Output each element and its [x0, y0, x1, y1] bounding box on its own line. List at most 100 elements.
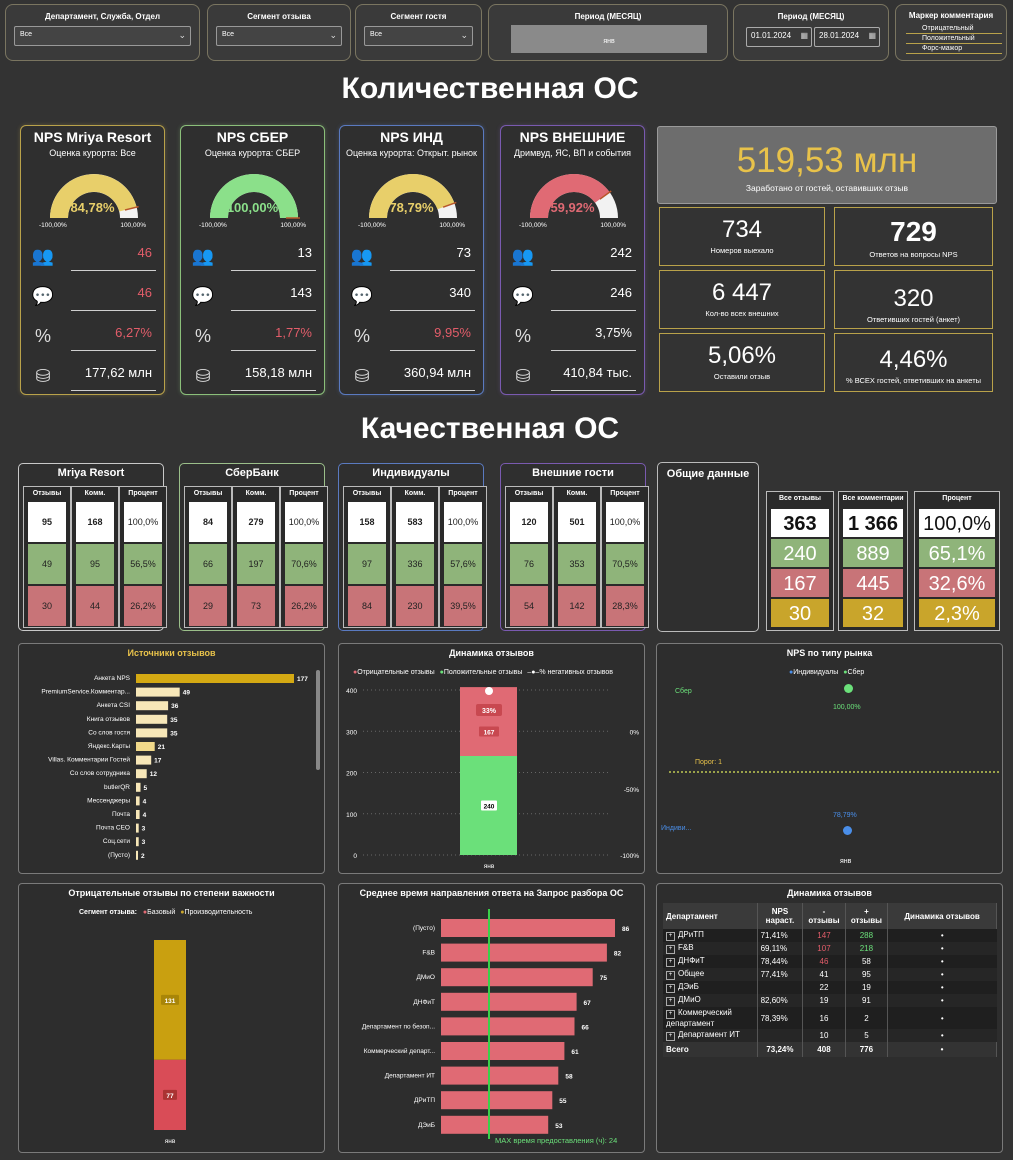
filter-label: Период (МЕСЯЦ)	[777, 12, 845, 21]
source-bar	[136, 742, 155, 751]
table-row[interactable]: + F&B 69,11% 107 218 •	[663, 942, 997, 955]
quality-cell: 197	[237, 544, 275, 584]
table-row[interactable]: + Коммерческий департамент 78,39% 16 2 •	[663, 1007, 997, 1029]
dept-cell[interactable]: + ДРиТП	[663, 929, 758, 942]
expand-icon[interactable]: +	[666, 1032, 675, 1041]
expand-icon[interactable]: +	[666, 1010, 675, 1019]
general-column-header: Процент	[942, 495, 972, 502]
table-row[interactable]: + ДНФиТ 78,44% 46 58 •	[663, 955, 997, 968]
quality-cell: 168	[76, 502, 114, 542]
divider	[231, 310, 316, 311]
table-header[interactable]: Департамент	[663, 903, 758, 929]
nps-metric-row: 💬 340	[348, 281, 475, 311]
expand-icon[interactable]: +	[666, 945, 675, 954]
date-from-input[interactable]: 01.01.2024 ▦	[746, 27, 812, 47]
chevron-down-icon: ⌄	[329, 30, 337, 40]
nps-metric-value: 46	[137, 285, 152, 300]
dyn-table: Департамент NPS нараст. - отзывы + отзывы Ди…	[663, 903, 997, 1057]
quality-cell: 279	[237, 502, 275, 542]
source-value: 35	[170, 717, 178, 724]
dept-cell[interactable]: + F&B	[663, 942, 758, 955]
people-icon: 👥	[350, 246, 374, 266]
individuals-point[interactable]	[843, 826, 852, 835]
quality-card: Mriya Resort Отзывы 95 49 30 Комм. 168 95 44 Проц…	[18, 463, 167, 631]
marker-option-positive[interactable]: Положительный	[906, 34, 1002, 44]
earned-caption: Заработано от гостей, оставивших отзыв	[745, 183, 909, 193]
sber-point[interactable]	[844, 684, 853, 693]
marker-option-negative[interactable]: Отрицательный	[906, 24, 1002, 34]
legend-dot-icon: ●	[353, 669, 358, 676]
negative-label-bg	[479, 726, 499, 737]
table-row[interactable]: + ДЭиБ 22 19 •	[663, 981, 997, 994]
quality-column-header: Отзывы	[352, 490, 382, 497]
table-row[interactable]: + ДРиТП 71,41% 147 288 •	[663, 929, 997, 942]
percent-icon: %	[34, 326, 51, 346]
table-row[interactable]: + Департамент ИТ 10 5 •	[663, 1029, 997, 1042]
response-label: ДЭиБ	[418, 1122, 435, 1129]
table-header[interactable]: Динамика отзывов	[887, 903, 997, 929]
quality-cell: 73	[237, 586, 275, 626]
table-row[interactable]: + ДМиО 82,60% 19 91 •	[663, 994, 997, 1007]
y-tick-label: 200	[346, 771, 357, 778]
quality-cell: 100,0%	[285, 502, 323, 542]
table-header[interactable]: NPS нараст.	[757, 903, 804, 929]
expand-icon[interactable]: +	[666, 984, 675, 993]
quality-column-header: Комм.	[566, 490, 588, 497]
guest-segment-select[interactable]: Все ⌄	[364, 26, 473, 46]
nps-metric-row: ⛁ 177,62 млн	[29, 361, 156, 391]
sber-axis-label: Сбер	[675, 688, 692, 695]
source-label: Почта	[112, 811, 130, 818]
dept-cell[interactable]: + ДМиО	[663, 994, 758, 1007]
quality-column-header: Отзывы	[32, 490, 62, 497]
period-month-slicer[interactable]: янв	[511, 25, 707, 53]
marker-option-force-majeure[interactable]: Форс-мажор	[906, 44, 1002, 54]
source-value: 49	[183, 690, 191, 697]
calendar-icon[interactable]: ▦	[800, 31, 808, 40]
quality-cell: 336	[396, 544, 434, 584]
percent-icon: %	[514, 326, 531, 346]
nps-cell: 69,11%	[757, 942, 804, 955]
table-header[interactable]: + отзывы	[845, 903, 889, 929]
nps-metric-row: 💬 246	[509, 281, 636, 311]
dept-cell[interactable]: + ДНФиТ	[663, 955, 758, 968]
sources-scrollbar[interactable]	[316, 670, 320, 770]
quality-cell: 26,2%	[285, 586, 323, 626]
quality-cell: 95	[28, 502, 66, 542]
negative-cell: 16	[802, 1007, 846, 1029]
source-bar	[136, 837, 139, 847]
dept-cell[interactable]: + Коммерческий департамент	[663, 1007, 758, 1029]
date-to-input[interactable]: 28.01.2024 ▦	[814, 27, 880, 47]
expand-icon[interactable]: +	[666, 932, 675, 941]
calendar-icon[interactable]: ▦	[868, 31, 876, 40]
quality-column: Процент 100,0% 57,6% 39,5%	[439, 486, 487, 628]
quality-card-title: Индивидуалы	[372, 467, 450, 479]
dyn-table-title: Динамика отзывов	[787, 888, 872, 898]
response-time-title: Среднее время направления ответа на Запр…	[359, 888, 624, 898]
response-time-chart: (Пусто) 86 F&B 82 ДМиО 75 ДНФиТ 67 Департамент п…	[362, 909, 630, 1139]
department-select[interactable]: Все ⌄	[14, 26, 191, 46]
general-table: Все отзывы 363 240 167 30 Все комментарии 1 36…	[766, 491, 1002, 631]
nps-gauge-value: 84,78%	[70, 200, 115, 215]
response-label: (Пусто)	[413, 925, 435, 932]
expand-icon[interactable]: +	[666, 958, 675, 967]
dept-cell[interactable]: + ДЭиБ	[663, 981, 758, 994]
expand-icon[interactable]: +	[666, 997, 675, 1006]
source-label: Книга отзывов	[87, 716, 131, 723]
quality-cell: 120	[510, 502, 548, 542]
response-value: 67	[584, 1000, 592, 1007]
positive-cell: 2	[845, 1007, 889, 1029]
dept-cell[interactable]: + Департамент ИТ	[663, 1029, 758, 1042]
table-header[interactable]: - отзывы	[802, 903, 846, 929]
review-segment-select[interactable]: Все ⌄	[216, 26, 342, 46]
date-from-value: 01.01.2024	[751, 31, 792, 40]
gauge-min: -100,00%	[39, 222, 67, 229]
quality-cell: 66	[189, 544, 227, 584]
dept-cell[interactable]: + Общее	[663, 968, 758, 981]
table-row[interactable]: + Общее 77,41% 41 95 •	[663, 968, 997, 981]
expand-icon[interactable]: +	[666, 971, 675, 980]
x-tick-label: янв	[484, 863, 495, 870]
nps-cell: 71,41%	[757, 929, 804, 942]
quality-cell: 84	[189, 502, 227, 542]
general-cell: 2,3%	[919, 599, 995, 627]
earned-value: 519,53 млн	[736, 141, 918, 180]
